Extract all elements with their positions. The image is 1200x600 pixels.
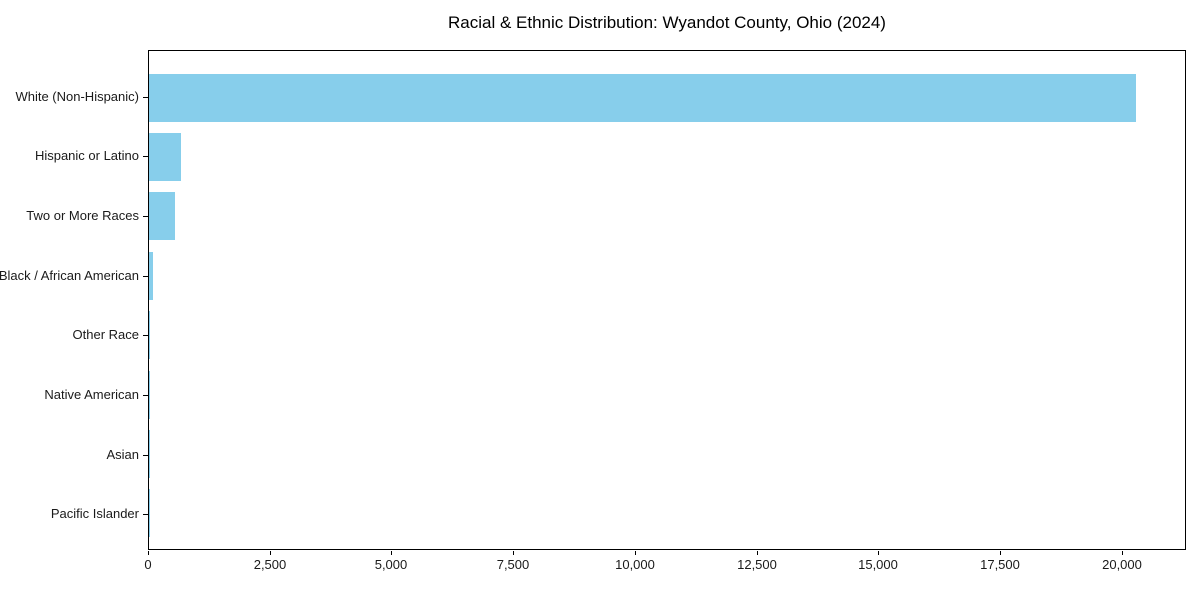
x-tick: [878, 551, 879, 555]
y-tick: [143, 276, 148, 277]
x-tick-label: 2,500: [253, 557, 287, 572]
y-axis-label: Two or More Races: [26, 208, 139, 224]
y-axis-label: Asian: [106, 446, 139, 462]
x-tick: [635, 551, 636, 555]
x-tick-label: 20,000: [1102, 557, 1142, 572]
chart-title: Racial & Ethnic Distribution: Wyandot Co…: [448, 13, 886, 32]
y-axis-label: Pacific Islander: [50, 506, 139, 522]
y-axis-label: Hispanic or Latino: [34, 148, 139, 164]
x-tick-label: 15,000: [858, 557, 898, 572]
plot-area: [148, 50, 1186, 550]
bar: [149, 370, 150, 419]
y-tick: [143, 335, 148, 336]
bar-row: [149, 246, 1185, 305]
bar-row: [149, 424, 1185, 483]
y-tick: [143, 216, 148, 217]
x-tick-label: 17,500: [980, 557, 1020, 572]
bar-row: [149, 306, 1185, 365]
y-tick: [143, 156, 148, 157]
x-tick: [757, 551, 758, 555]
bar-row: [149, 365, 1185, 424]
bar-row: [149, 68, 1185, 127]
bar: [149, 251, 154, 300]
x-tick-label: 10,000: [615, 557, 655, 572]
bar: [149, 73, 1136, 122]
y-tick: [143, 514, 148, 515]
bar: [149, 192, 175, 241]
bar-row: [149, 187, 1185, 246]
x-tick: [1000, 551, 1001, 555]
y-axis-label: Black / African American: [0, 267, 139, 283]
x-tick: [513, 551, 514, 555]
x-tick-label: 7,500: [496, 557, 530, 572]
x-tick-label: 5,000: [374, 557, 408, 572]
x-tick-label: 12,500: [737, 557, 777, 572]
x-tick: [148, 551, 149, 555]
y-axis-label: Other Race: [72, 327, 139, 343]
y-axis-label: White (Non-Hispanic): [15, 88, 139, 104]
y-tick: [143, 395, 148, 396]
x-tick: [391, 551, 392, 555]
bar-row: [149, 484, 1185, 543]
y-axis-label: Native American: [44, 386, 139, 402]
y-tick: [143, 97, 148, 98]
bar: [149, 311, 151, 360]
y-tick: [143, 455, 148, 456]
bar-rows: [149, 51, 1185, 549]
x-tick: [270, 551, 271, 555]
bar-row: [149, 127, 1185, 186]
x-tick-label: 0: [144, 557, 152, 572]
bar: [149, 133, 181, 182]
x-tick: [1122, 551, 1123, 555]
